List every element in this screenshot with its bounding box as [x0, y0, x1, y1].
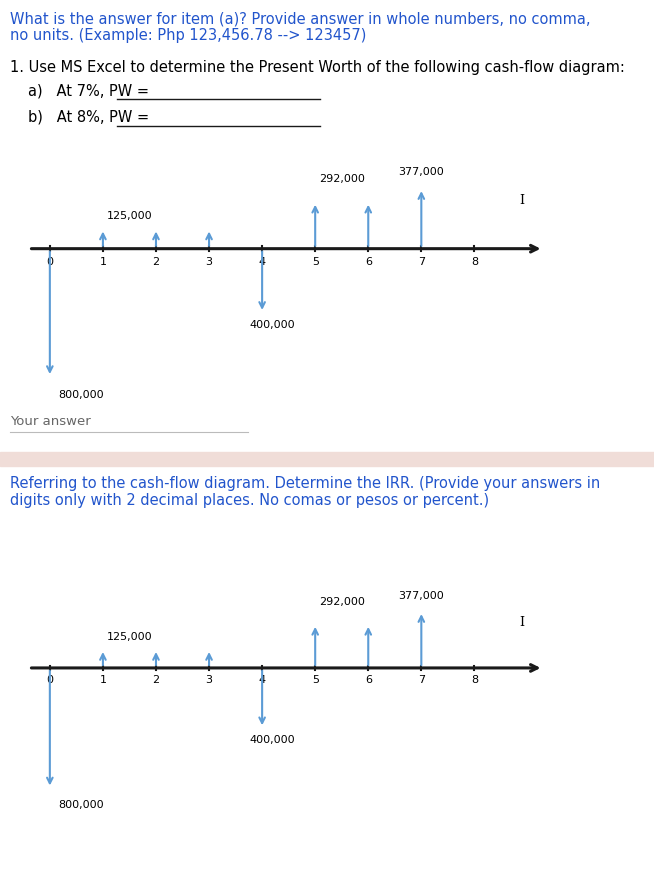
Text: 7: 7: [418, 257, 425, 267]
Text: digits only with 2 decimal places. No comas or pesos or percent.): digits only with 2 decimal places. No co…: [10, 493, 489, 508]
Text: 125,000: 125,000: [107, 632, 152, 642]
Text: 0: 0: [46, 257, 54, 267]
Text: 1: 1: [99, 675, 107, 686]
Text: Referring to the cash-flow diagram. Determine the IRR. (Provide your answers in: Referring to the cash-flow diagram. Dete…: [10, 476, 600, 491]
Text: 377,000: 377,000: [398, 591, 444, 601]
Text: a)   At 7%, PW =: a) At 7%, PW =: [28, 83, 149, 98]
Text: Your answer: Your answer: [10, 415, 91, 428]
Text: 800,000: 800,000: [58, 390, 103, 400]
Text: I: I: [520, 194, 525, 207]
Text: 377,000: 377,000: [398, 167, 444, 178]
Text: 400,000: 400,000: [250, 320, 296, 331]
Text: 292,000: 292,000: [318, 598, 365, 607]
Text: no units. (Example: Php 123,456.78 --> 123457): no units. (Example: Php 123,456.78 --> 1…: [10, 28, 366, 43]
Text: 8: 8: [471, 675, 478, 686]
Text: 4: 4: [258, 257, 266, 267]
Text: 3: 3: [205, 257, 213, 267]
Text: 8: 8: [471, 257, 478, 267]
Text: 1: 1: [99, 257, 107, 267]
Text: 5: 5: [312, 257, 318, 267]
Text: I: I: [520, 616, 525, 629]
Text: 2: 2: [152, 257, 160, 267]
Text: 292,000: 292,000: [318, 174, 365, 184]
Text: 3: 3: [205, 675, 213, 686]
Text: 5: 5: [312, 675, 318, 686]
Bar: [0, 452, 654, 466]
Text: 125,000: 125,000: [107, 211, 152, 221]
Text: 6: 6: [365, 675, 371, 686]
Text: 4: 4: [258, 675, 266, 686]
Text: 6: 6: [365, 257, 371, 267]
Text: b)   At 8%, PW =: b) At 8%, PW =: [28, 110, 149, 125]
Text: 7: 7: [418, 675, 425, 686]
Text: 400,000: 400,000: [250, 736, 296, 745]
Text: 1. Use MS Excel to determine the Present Worth of the following cash-flow diagra: 1. Use MS Excel to determine the Present…: [10, 60, 625, 75]
Text: 800,000: 800,000: [58, 801, 103, 810]
Text: 2: 2: [152, 675, 160, 686]
Text: What is the answer for item (a)? Provide answer in whole numbers, no comma,: What is the answer for item (a)? Provide…: [10, 12, 591, 27]
Text: 0: 0: [46, 675, 54, 686]
